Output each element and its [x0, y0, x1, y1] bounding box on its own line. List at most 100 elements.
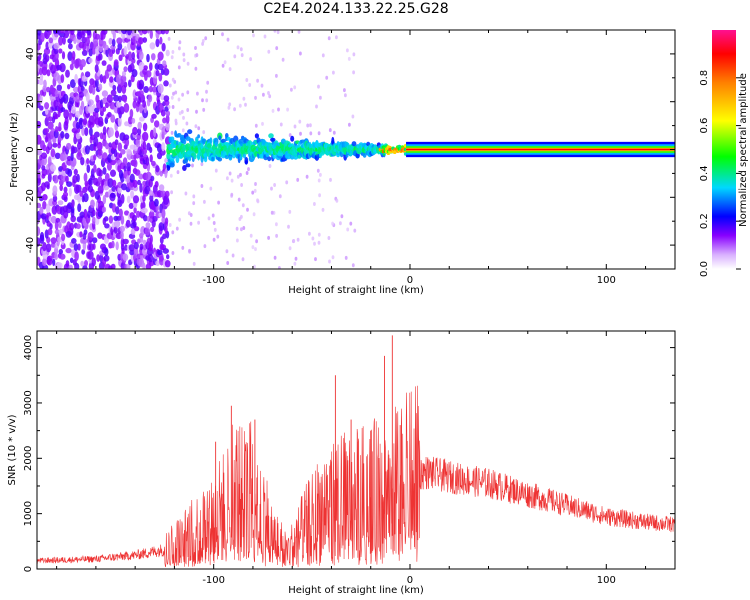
spectrogram-cell: [155, 165, 160, 173]
spectrogram-cell: [58, 121, 62, 132]
spectrogram-cell: [273, 183, 276, 187]
spectrogram-cell: [54, 246, 59, 255]
spectrogram-cell: [105, 142, 110, 150]
spectrogram-cell: [50, 237, 57, 244]
spectrogram-cell: [253, 188, 257, 193]
spectrogram-cell: [275, 233, 278, 238]
spectrogram-cell: [156, 30, 163, 35]
spectrogram-cell: [226, 261, 230, 265]
spectrogram-cell: [325, 75, 329, 80]
spectrogram-cell: [52, 195, 58, 202]
spectrogram-cell: [245, 78, 249, 82]
spectrogram-cell: [139, 104, 144, 114]
spectrogram-cell: [107, 111, 112, 118]
spectrogram-cell: [89, 127, 93, 137]
spectrogram-cell: [118, 208, 123, 218]
spectrogram-cell: [170, 95, 174, 100]
spectrogram-ylabel: Frequency (Hz): [9, 112, 20, 188]
y-tick-label: 4000: [23, 335, 34, 360]
spectrogram-cell: [52, 142, 58, 148]
spectrogram-cell: [141, 207, 148, 214]
spectrogram-cell: [57, 200, 64, 206]
spectrogram-cell: [120, 75, 127, 83]
spectrogram-cell: [344, 255, 348, 260]
spectrogram-cell: [133, 247, 139, 257]
spectrogram-cell: [74, 251, 79, 262]
spectrogram-cell: [115, 101, 122, 108]
spectrogram-cell: [148, 85, 153, 93]
spectrogram-cell: [83, 172, 88, 183]
spectrogram-cell: [120, 215, 125, 225]
spectrogram-cell: [137, 179, 141, 185]
spectrogram-cell: [309, 131, 313, 136]
spectrogram-cell: [319, 95, 322, 100]
spectrogram-cell: [161, 42, 166, 52]
spectrogram-cell: [124, 244, 128, 251]
spectrogram-cell: [102, 126, 107, 136]
spectrogram-cell: [278, 194, 282, 199]
spectrogram-cell: [278, 266, 281, 269]
spectrogram-cell: [67, 51, 73, 62]
spectrogram-cell: [88, 48, 93, 57]
spectrogram-cell: [170, 130, 174, 135]
spectrogram-cell: [120, 230, 124, 240]
spectrogram-cell: [240, 227, 243, 232]
spectrogram-cell: [279, 122, 283, 127]
spectrogram-cell: [43, 47, 51, 55]
spectrogram-cell: [145, 156, 150, 166]
spectrogram-cell: [201, 39, 205, 43]
spectrogram-cell: [118, 95, 122, 103]
spectrogram-cell: [267, 49, 271, 54]
spectrogram-cell: [104, 216, 109, 222]
spectrogram-cell: [126, 175, 131, 184]
spectrogram-cell: [41, 165, 46, 171]
spectrogram-cell: [170, 190, 174, 195]
spectrogram-cell: [242, 226, 246, 230]
spectrogram-cell: [164, 30, 169, 35]
spectrogram-cell: [141, 30, 148, 35]
spectrogram-cell: [46, 69, 51, 77]
spectrogram-cell: [48, 30, 52, 36]
spectrogram-cell: [262, 92, 265, 97]
spectrogram-cell: [92, 47, 96, 55]
spectrogram-cell: [260, 83, 264, 88]
spectrogram-cell: [186, 90, 190, 95]
spectrogram-cell: [60, 107, 66, 113]
spectrogram-cell: [176, 170, 180, 175]
spectrogram-cell: [75, 110, 81, 118]
spectrogram-cell: [268, 164, 272, 168]
spectrogram-cell: [128, 244, 135, 252]
spectrogram-cell: [90, 199, 95, 209]
spectrogram-cell: [163, 80, 169, 87]
spectrogram-cell: [186, 108, 190, 112]
spectrogram-cell: [163, 68, 170, 76]
spectrogram-cell: [77, 243, 81, 251]
spectrogram-cell: [355, 152, 360, 159]
spectrogram-cell: [155, 69, 160, 77]
spectrogram-cell: [158, 184, 165, 192]
spectrogram-cell: [352, 52, 356, 57]
spectrogram-cell: [288, 246, 292, 251]
spectrogram-cell: [202, 107, 206, 112]
spectrogram-cell: [203, 156, 208, 163]
spectrogram-cell: [197, 134, 201, 139]
spectrogram-cell: [85, 36, 90, 47]
spectrogram-cell: [161, 208, 166, 219]
spectrogram-cell: [138, 79, 145, 90]
spectrogram-cell: [57, 236, 62, 243]
spectrogram-cell: [205, 89, 208, 94]
spectrogram-cell: [165, 110, 171, 117]
spectrogram-cell: [298, 119, 302, 124]
spectrogram-cell: [178, 46, 181, 51]
spectrogram-cell: [48, 116, 53, 122]
spectrogram-cell: [144, 227, 151, 236]
spectrogram-cell: [239, 172, 242, 177]
spectrogram-cell: [79, 231, 83, 238]
snr-series: [37, 335, 675, 568]
spectrogram-cell: [111, 203, 117, 213]
spectrogram-cell: [317, 178, 321, 183]
spectrogram-cell: [47, 172, 52, 183]
spectrogram-cell: [121, 70, 127, 77]
spectrogram-cell: [254, 182, 257, 186]
